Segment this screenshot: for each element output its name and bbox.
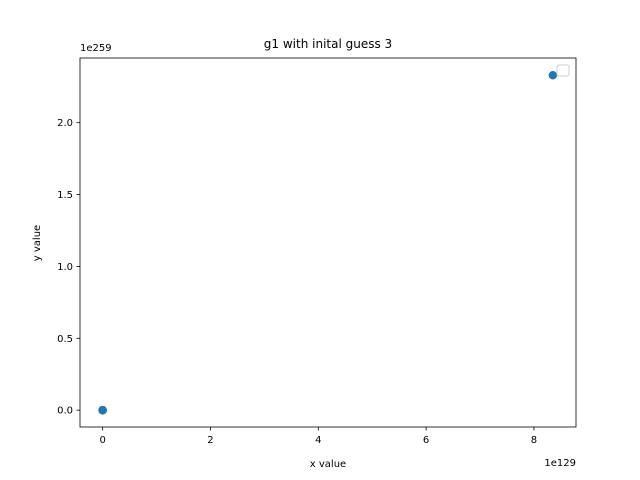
series-points: [98, 71, 558, 415]
y-tick-label: 0.5: [57, 334, 73, 345]
plot-frame: [79, 57, 577, 428]
chart-title: g1 with inital guess 3: [264, 37, 392, 51]
y-tick-label: 1.0: [57, 262, 73, 273]
plot-area: [80, 58, 576, 427]
legend-box: [556, 64, 570, 77]
x-tick-label: 2: [207, 435, 213, 446]
y-tick-label: 0.0: [57, 406, 73, 417]
x-tick-label: 4: [315, 435, 321, 446]
scatter-point: [548, 71, 558, 80]
y-axis-offset-text: 1e259: [80, 43, 112, 54]
x-tick-label: 6: [423, 435, 429, 446]
axis-ticks: 0 2 4 6 8 0.0 0.5 1.0 1.5 2.0: [57, 118, 537, 446]
scatter-point: [98, 405, 107, 415]
x-axis-label: x value: [310, 459, 346, 470]
y-axis-label: y value: [32, 225, 43, 261]
x-axis-offset-text: 1e129: [544, 458, 576, 469]
y-tick-label: 2.0: [57, 118, 73, 129]
y-tick-label: 1.5: [57, 190, 73, 201]
x-tick-label: 8: [531, 435, 537, 446]
x-tick-label: 0: [99, 435, 105, 446]
